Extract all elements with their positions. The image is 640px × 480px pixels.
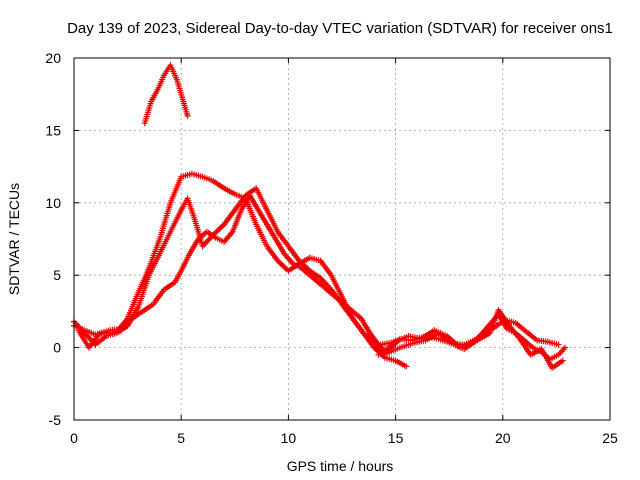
- y-tick-label: 20: [45, 50, 61, 66]
- x-tick-label: 20: [495, 430, 511, 446]
- x-tick-label: 25: [602, 430, 618, 446]
- x-tick-label: 5: [177, 430, 185, 446]
- axis-ticks: 0 5 10 15 20 25 -5 0 5 10 15 20: [45, 50, 618, 446]
- x-tick-label: 15: [388, 430, 404, 446]
- series-track-3: [75, 192, 390, 357]
- series-markers: [75, 192, 390, 357]
- series-layer: [71, 62, 568, 371]
- x-tick-label: 0: [70, 430, 78, 446]
- y-axis-label: SDTVAR / TECUs: [6, 183, 22, 295]
- grid: [74, 58, 610, 420]
- plot-frame: [73, 57, 611, 421]
- x-axis-label: GPS time / hours: [287, 458, 394, 474]
- series-markers: [377, 317, 562, 351]
- x-tick-label: 10: [281, 430, 297, 446]
- y-tick-label: 0: [53, 340, 61, 356]
- y-tick-label: 15: [45, 122, 61, 138]
- y-tick-label: 10: [45, 195, 61, 211]
- y-tick-label: -5: [49, 412, 62, 428]
- chart-title: Day 139 of 2023, Sidereal Day-to-day VTE…: [67, 20, 613, 37]
- series-track-4: [141, 62, 191, 127]
- series-markers: [141, 62, 191, 127]
- y-tick-label: 5: [53, 267, 61, 283]
- series-track-7: [377, 317, 562, 351]
